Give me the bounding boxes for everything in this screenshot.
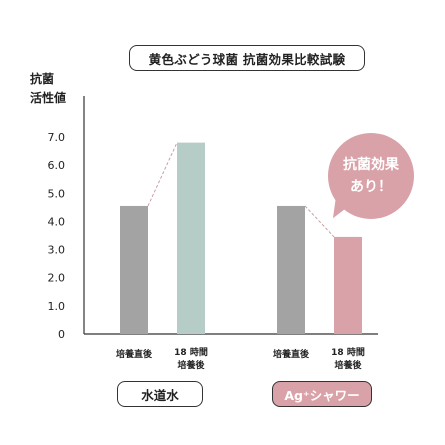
group-label-tap-water: 水道水 [117,381,203,407]
x-category-label: 18 時間 [174,346,208,358]
bar [120,205,148,334]
y-tick-label: 3.0 [48,244,66,257]
x-category-label: 培養直後 [116,348,153,360]
y-tick-label: 0 [58,328,65,341]
y-tick-label: 7.0 [48,131,66,144]
y-tick-label: 6.0 [48,159,66,172]
y-tick-label: 1.0 [48,300,66,313]
y-axis-label-line-1: 抗菌 [30,72,55,86]
x-category-label: 培養直後 [273,348,310,360]
trend-connector [304,205,335,238]
chart-title: 黄色ぶどう球菌 抗菌効果比較試験 [129,45,365,71]
y-axis-label-line-2: 活性値 [30,91,67,105]
x-category-label: 培養後 [177,359,205,371]
x-category-label: 培養後 [334,359,362,371]
trend-connector [147,142,178,207]
bar [277,205,305,334]
callout-bubble: 抗菌効果 あり！ [328,133,414,219]
bar [334,236,362,334]
group-label-ag-shower: Ag⁺シャワー [272,381,372,407]
x-category-label: 18 時間 [331,346,365,358]
bar [177,142,205,334]
y-tick-label: 2.0 [48,272,66,285]
y-tick-label: 5.0 [48,187,66,200]
callout-line-2: あり！ [350,179,392,195]
callout-line-1: 抗菌効果 [343,157,399,173]
y-tick-label: 4.0 [48,215,66,228]
y-axis-label: 抗菌 活性値 [30,70,66,108]
